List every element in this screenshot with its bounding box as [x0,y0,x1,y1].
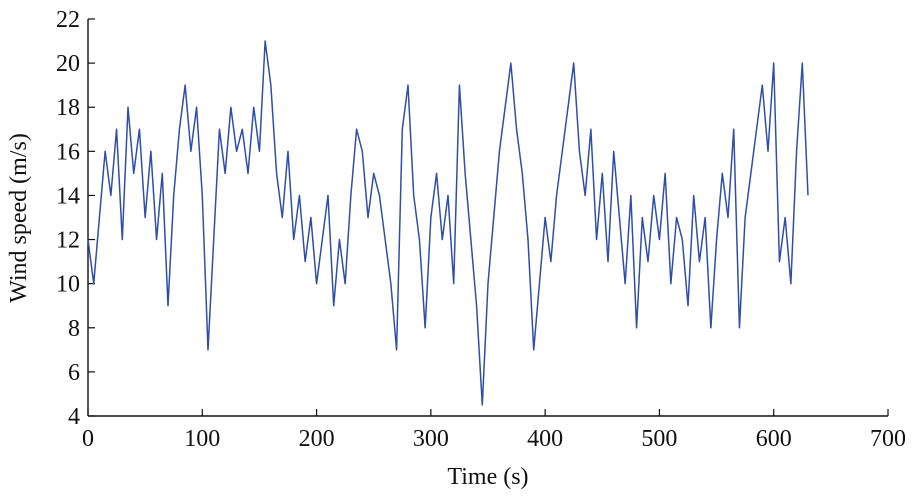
x-axis-label: Time (s) [447,464,528,490]
line-series [87,40,809,406]
x-tick-label: 0 [82,426,94,452]
y-tick-label: 14 [56,183,80,209]
y-tick-label: 20 [56,51,80,77]
y-tick-label: 22 [56,7,80,33]
x-tick-label: 700 [870,426,906,452]
y-tick-label: 18 [56,95,80,121]
y-tick-label: 6 [68,360,80,386]
y-tick-label: 8 [68,316,80,342]
x-tick-label: 200 [299,426,335,452]
x-tick-label: 600 [756,426,792,452]
y-axis-label: Wind speed (m/s) [6,133,32,303]
x-tick-label: 500 [641,426,677,452]
x-tick-label: 300 [413,426,449,452]
y-tick-label: 10 [56,272,80,298]
y-tick-label: 4 [68,404,80,430]
y-tick-label: 16 [56,139,80,165]
y-tick-label: 12 [56,228,80,254]
x-tick-label: 100 [184,426,220,452]
x-tick-label: 400 [527,426,563,452]
